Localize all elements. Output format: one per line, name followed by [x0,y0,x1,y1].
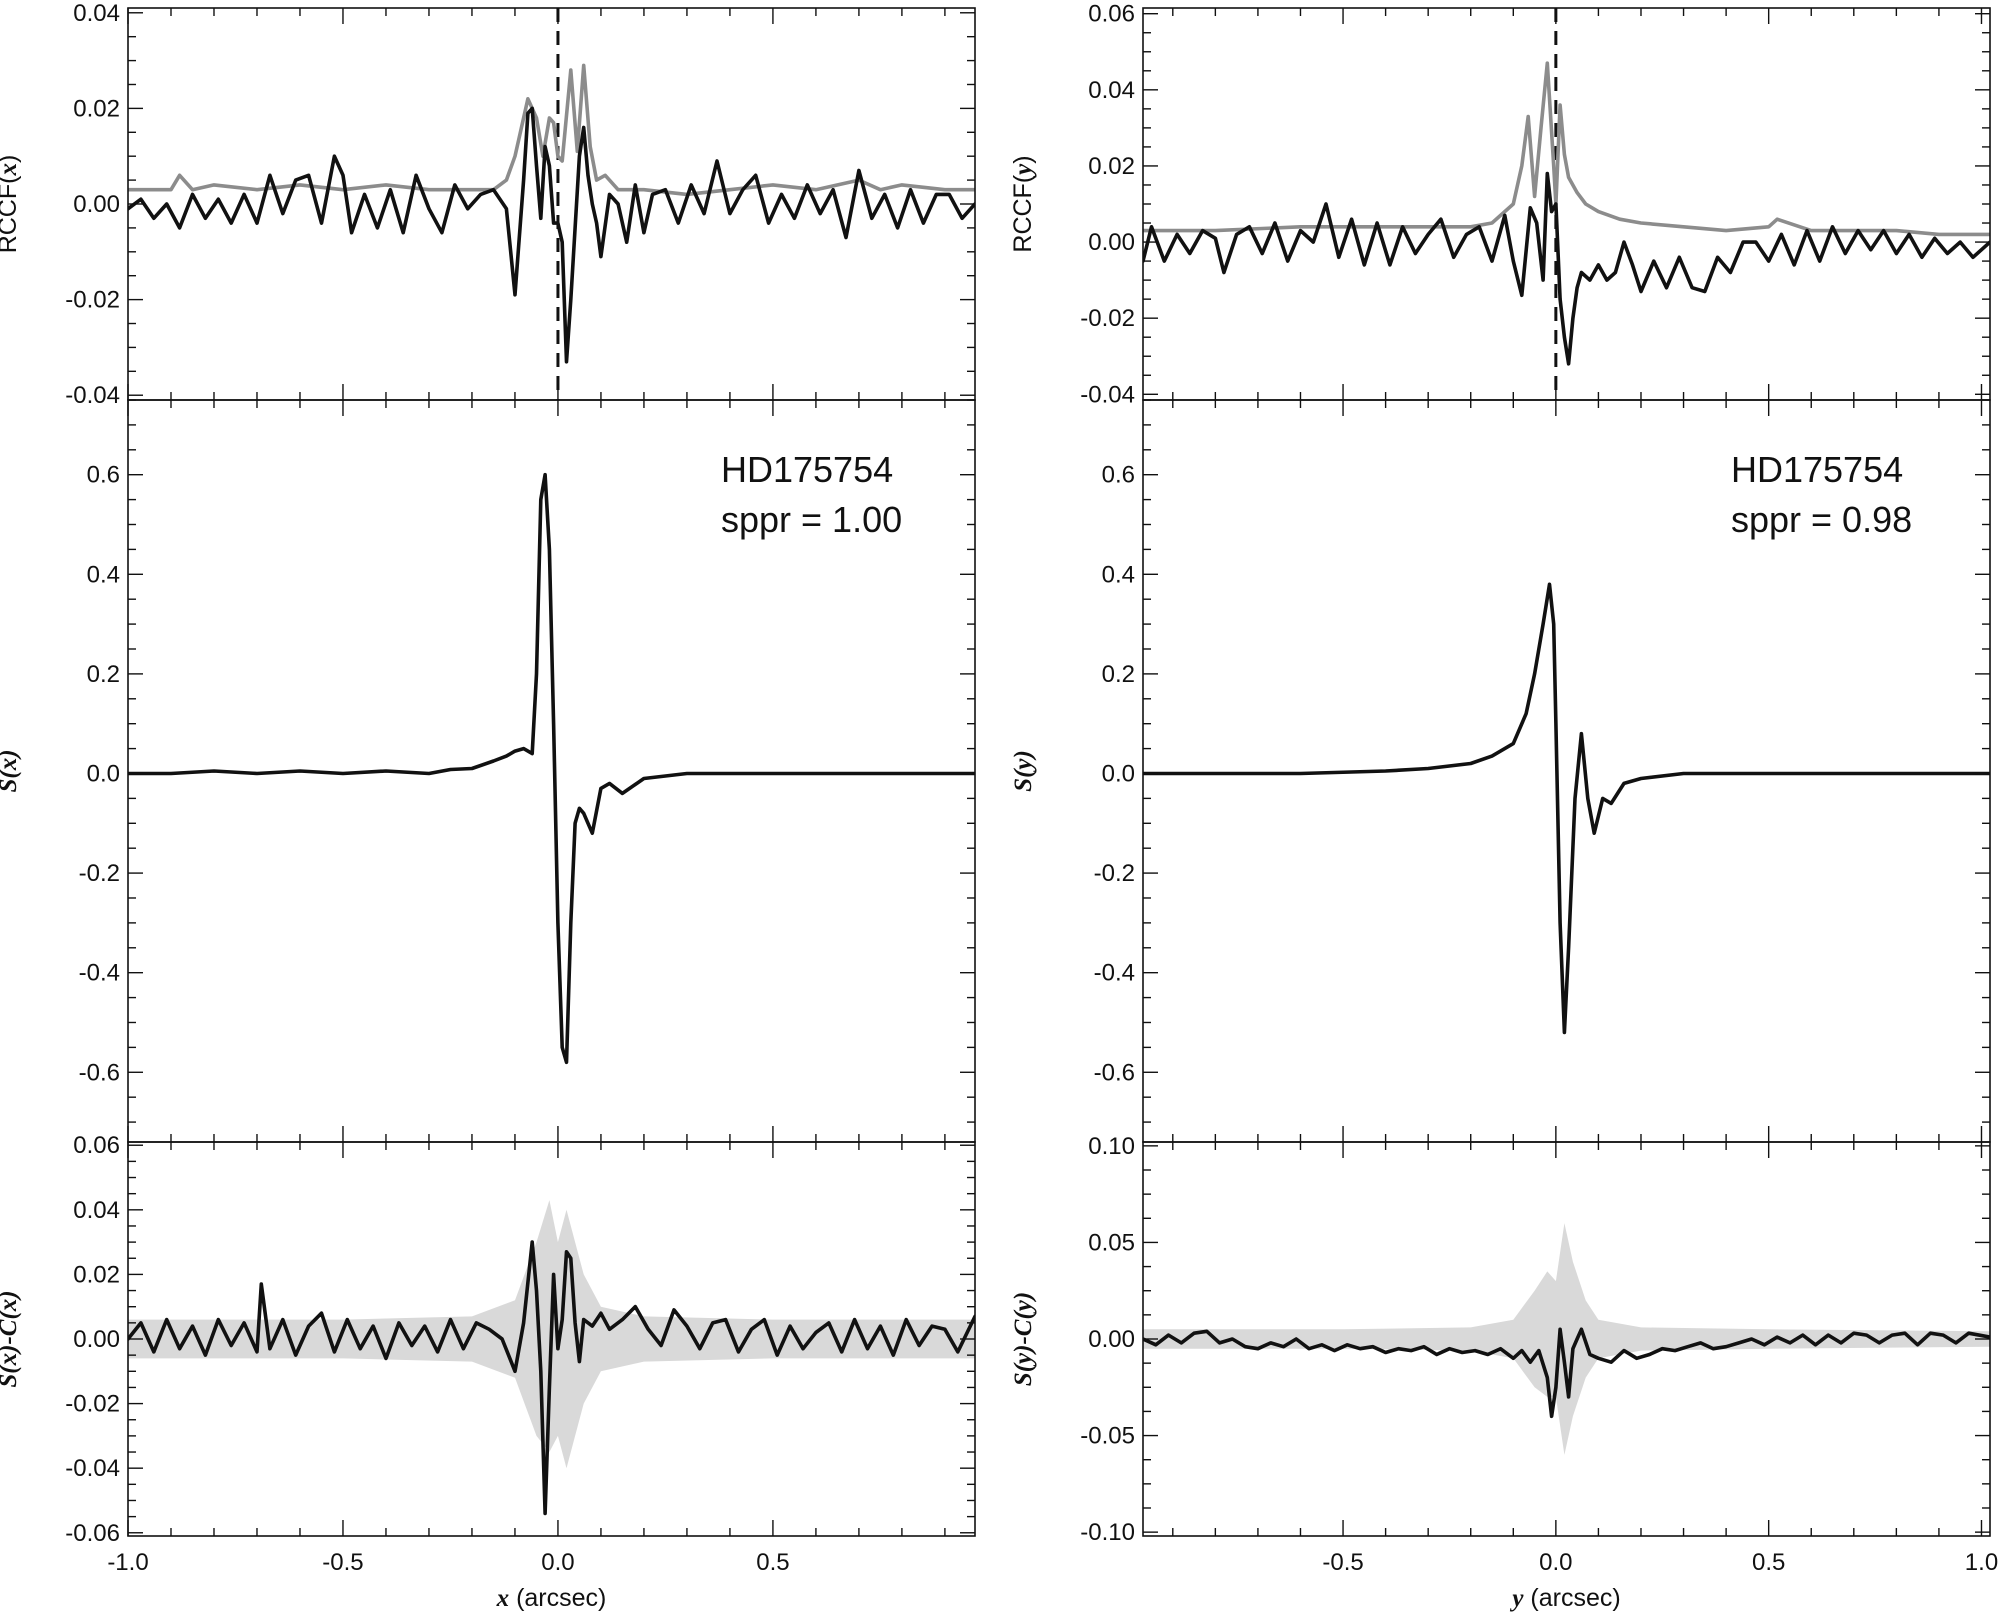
x-tick-label: 0.0 [1539,1549,1572,1576]
y-tick-label: -0.4 [79,960,120,987]
annotation-sppr: sppr = 1.00 [721,499,902,540]
y-tick-label: -0.04 [65,382,120,409]
series-line-1 [1143,582,1990,1035]
y-tick-label: 0.2 [1102,661,1135,688]
y-tick-label: 0.00 [1088,229,1135,256]
y-tick-label: -0.04 [1080,381,1135,408]
panel-s-y: -0.6 -0.4 -0.2 0.0 0.2 0.4 0.6 S(y) HD175754 sppr… [1010,399,1991,1143]
y-tick-label: -0.4 [1094,960,1135,987]
series-line-1 [128,1240,975,1516]
y-axis-label: RCCF(y) [1009,155,1037,252]
x-tick-label: 0.5 [756,1549,789,1576]
x-tick-label: -0.5 [1322,1549,1363,1576]
y-tick-label: 0.02 [1088,153,1135,180]
y-tick-label: 0.04 [1088,77,1135,104]
plot-area [128,8,975,400]
y-tick-label: 0.10 [1088,1133,1135,1160]
y-tick-label: 0.0 [87,760,120,787]
panel-rccf-x: -0.04 -0.02 0.00 0.02 0.04 RCCF(x) [0,0,976,409]
y-tick-label: 0.06 [73,1132,120,1159]
x-tick-label: -0.5 [322,1549,363,1576]
annotation-star-name: HD175754 [721,449,893,490]
x-tick-label: 0.5 [1752,1549,1785,1576]
y-tick-label: 0.4 [87,561,120,588]
y-tick-label: 0.2 [87,661,120,688]
y-tick-label: -0.04 [65,1455,120,1482]
y-tick-label: 0.04 [73,1197,120,1224]
y-tick-label: 0.4 [1102,561,1135,588]
uncertainty-band [1143,1223,1990,1455]
panel-rccf-y: -0.04 -0.02 0.00 0.02 0.04 0.06 RCCF(y) [1009,1,1991,408]
series-line-1 [1143,61,1990,237]
y-tick-label: -0.02 [65,287,120,314]
y-tick-label: 0.6 [1102,462,1135,489]
y-tick-label: 0.0 [1102,760,1135,787]
series-line-2 [1143,171,1990,366]
panel-s-x: -0.6 -0.4 -0.2 0.0 0.2 0.4 0.6 S(x) HD175754 sppr… [0,399,976,1143]
y-tick-label: -0.6 [79,1059,120,1086]
x-tick-label: -1.0 [107,1549,148,1576]
y-tick-label: -0.10 [1080,1519,1135,1546]
y-axis-label: S(y)-C(y) [1010,1292,1037,1386]
y-axis-label: S(x) [0,749,22,792]
x-tick-label: 0.0 [541,1549,574,1576]
x-axis-label: y (arcsec) [1509,1584,1620,1612]
panel-resid-x: -0.06 -0.04 -0.02 0.00 0.02 0.04 0.06 -1.0 -0.5 0… [0,1132,976,1612]
y-tick-label: 0.06 [1088,1,1135,28]
y-tick-label: -0.2 [79,860,120,887]
series-line-1 [1143,1327,1990,1419]
annotation-sppr: sppr = 0.98 [1731,499,1912,540]
annotation-star-name: HD175754 [1731,449,1903,490]
y-tick-label: -0.6 [1094,1059,1135,1086]
plot-area [1143,8,1990,400]
plot-area [128,472,975,1065]
y-tick-label: 0.02 [73,1261,120,1288]
x-tick-label: 1.0 [1965,1549,1998,1576]
y-tick-label: -0.02 [1080,305,1135,332]
y-axis-label: S(x)-C(x) [0,1290,22,1387]
y-tick-label: -0.06 [65,1520,120,1547]
y-tick-label: 0.6 [87,462,120,489]
y-tick-label: -0.2 [1094,860,1135,887]
y-tick-label: 0.00 [73,191,120,218]
series-line-1 [128,63,975,197]
y-tick-label: -0.02 [65,1391,120,1418]
y-tick-label: 0.02 [73,95,120,122]
series-line-2 [128,106,975,364]
y-tick-label: 0.00 [73,1326,120,1353]
y-tick-label: 0.04 [73,0,120,27]
plot-area [1143,1223,1990,1455]
plot-area [128,1200,975,1516]
y-tick-label: 0.00 [1088,1326,1135,1353]
plot-area [1143,582,1990,1035]
y-tick-label: 0.05 [1088,1229,1135,1256]
y-tick-label: -0.05 [1080,1423,1135,1450]
panel-resid-y: -0.10 -0.05 0.00 0.05 0.10 -0.5 0.0 0.5 1.0 S(y)-… [1010,1133,1998,1612]
series-line-1 [128,472,975,1065]
x-axis-label: x (arcsec) [496,1584,607,1612]
y-axis-label: RCCF(x) [0,155,22,254]
y-axis-label: S(y) [1010,750,1037,792]
